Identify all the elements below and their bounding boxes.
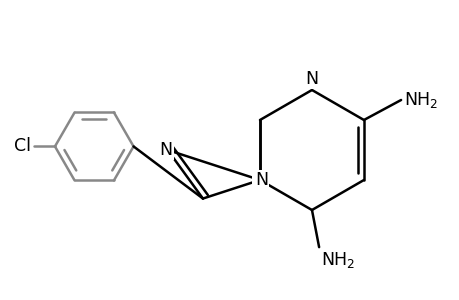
Text: NH$_2$: NH$_2$ [403,90,437,110]
Text: Cl: Cl [14,137,31,155]
Text: N: N [305,70,318,88]
Text: O: O [252,171,266,189]
Text: NH$_2$: NH$_2$ [320,250,354,270]
Text: N: N [254,171,268,189]
Text: N: N [159,141,173,159]
